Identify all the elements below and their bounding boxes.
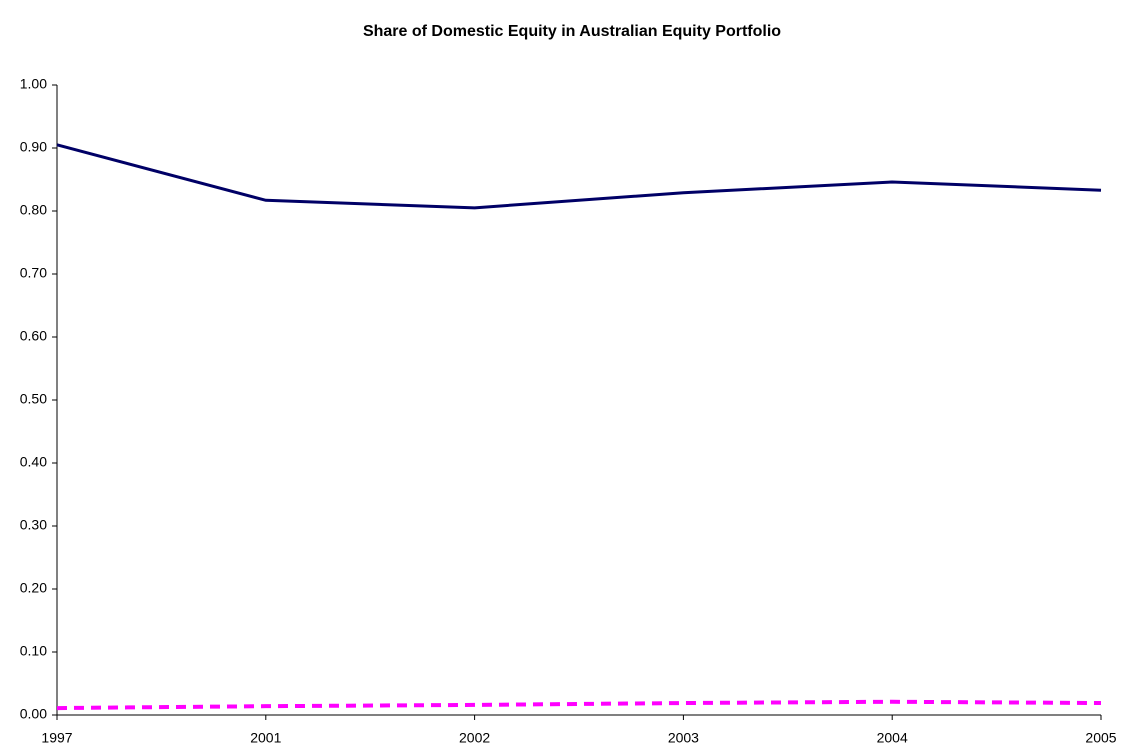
y-tick-label: 0.80: [20, 202, 47, 218]
y-tick-label: 1.00: [20, 76, 47, 92]
x-tick-label: 2002: [459, 730, 490, 746]
x-tick-label: 1997: [41, 730, 72, 746]
x-tick-label: 2003: [668, 730, 699, 746]
y-tick-label: 0.40: [20, 454, 47, 470]
y-tick-label: 0.50: [20, 391, 47, 407]
y-tick-label: 0.20: [20, 580, 47, 596]
series-line: [56, 699, 1102, 711]
chart-title: Share of Domestic Equity in Australian E…: [363, 23, 781, 40]
x-tick-label: 2004: [877, 730, 908, 746]
y-tick-label: 0.10: [20, 643, 47, 659]
x-tick-label: 2001: [250, 730, 281, 746]
y-tick-label: 0.30: [20, 517, 47, 533]
y-tick-label: 0.60: [20, 328, 47, 344]
y-tick-label: 0.00: [20, 706, 47, 722]
series-line: [56, 143, 1102, 210]
x-tick-label: 2005: [1085, 730, 1116, 746]
y-tick-label: 0.70: [20, 265, 47, 281]
y-tick-label: 0.90: [20, 139, 47, 155]
